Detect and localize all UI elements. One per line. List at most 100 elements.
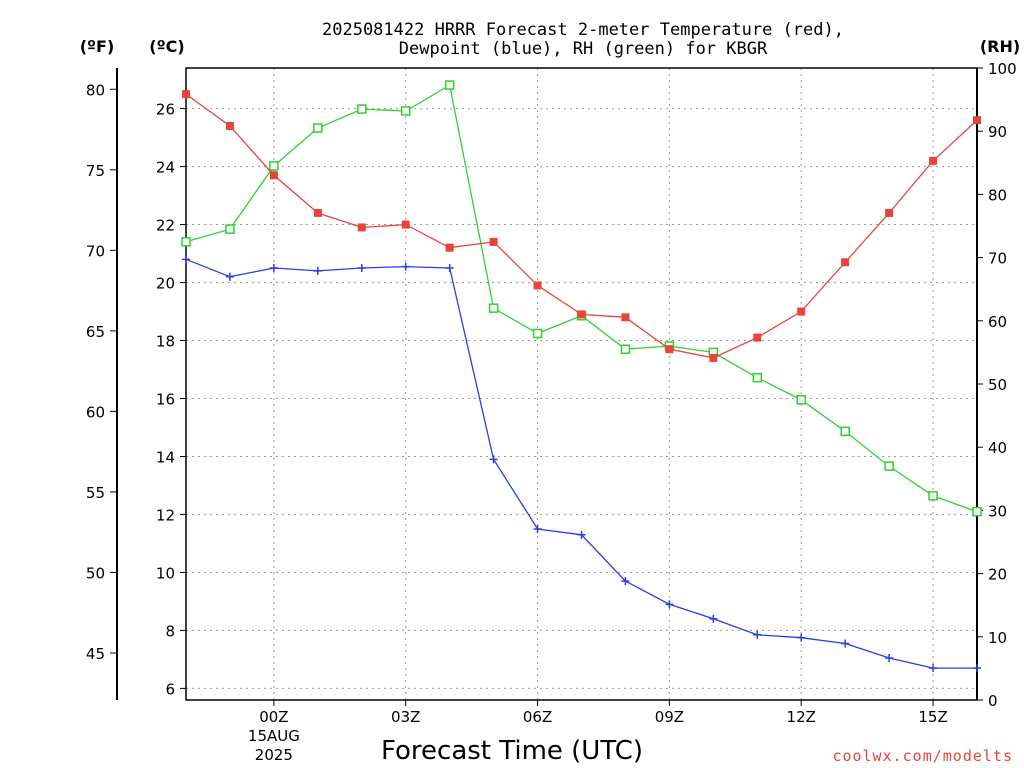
temperature-point [401, 220, 410, 229]
temperature-point [753, 333, 762, 342]
rh-tick-label: 90 [988, 123, 1007, 141]
celsius-tick-label: 26 [156, 101, 175, 119]
source-credit: coolwx.com/modelts [832, 747, 1013, 765]
x-tick-label: 09Z [655, 708, 684, 726]
rh-point [972, 506, 982, 517]
rh-point [884, 461, 894, 471]
rh-point [269, 161, 279, 171]
dewpoint-point [621, 577, 630, 586]
fahrenheit-unit-label: (ºF) [80, 37, 115, 56]
rh-point [488, 303, 499, 313]
x-tick-label: 15Z [918, 708, 947, 726]
rh-point [840, 426, 850, 437]
x-tick-label: 00Z [259, 708, 288, 726]
celsius-tick-label: 12 [156, 506, 175, 524]
dewpoint-point [225, 272, 234, 281]
dewpoint-point [313, 266, 322, 275]
dewpoint-point [709, 614, 718, 623]
dewpoint-point [753, 630, 762, 639]
celsius-axis-ticks: 6 8 10 12 14 16 18 20 22 24 26 [156, 101, 186, 698]
temperature-point [621, 313, 630, 322]
x-tick-label: 03Z [391, 708, 420, 726]
celsius-tick-label: 22 [156, 217, 175, 235]
temperature-point [489, 237, 498, 246]
temperature-point [577, 310, 586, 319]
rh-point [444, 80, 455, 90]
fahrenheit-tick-label: 50 [86, 564, 105, 582]
dewpoint-point [401, 262, 410, 271]
fahrenheit-axis-ticks: 45 50 55 60 65 70 75 80 [86, 81, 117, 663]
rh-tick-label: 100 [988, 60, 1017, 78]
dewpoint-point [489, 455, 498, 464]
rh-tick-label: 40 [988, 439, 1007, 457]
rh-point [181, 237, 191, 247]
rh-tick-label: 10 [988, 629, 1007, 647]
celsius-tick-label: 10 [156, 564, 175, 582]
dewpoint-point [885, 653, 894, 662]
fahrenheit-tick-label: 60 [86, 403, 105, 421]
rh-tick-label: 0 [988, 692, 998, 710]
rh-point [225, 224, 235, 234]
celsius-tick-label: 18 [156, 333, 175, 351]
temperature-point [357, 223, 366, 232]
temperature-point [182, 90, 190, 99]
dewpoint-line [185, 258, 977, 669]
celsius-tick-label: 14 [156, 448, 175, 466]
temperature-point [445, 243, 454, 252]
dewpoint-point [577, 530, 586, 539]
celsius-tick-label: 6 [165, 680, 175, 698]
rh-point [620, 344, 631, 354]
x-tick-year-label: 2025 [255, 746, 293, 764]
dewpoint-point [665, 600, 674, 609]
temperature-point [313, 208, 322, 217]
temperature-point [665, 345, 674, 354]
celsius-tick-label: 24 [156, 159, 175, 177]
dewpoint-point [797, 633, 806, 642]
fahrenheit-tick-label: 75 [86, 162, 105, 180]
rh-point [752, 372, 763, 383]
fahrenheit-tick-label: 65 [86, 323, 105, 341]
x-axis-label: Forecast Time (UTC) [381, 736, 643, 766]
x-tick-date-label: 15AUG [248, 727, 300, 745]
rh-point [357, 104, 367, 114]
grid-lines [186, 68, 977, 700]
temperature-point [973, 116, 981, 125]
dewpoint-series [182, 255, 981, 673]
dewpoint-point [841, 639, 850, 648]
celsius-tick-label: 8 [165, 622, 175, 640]
rh-axis-ticks: 0 10 20 30 40 50 60 70 80 90 100 [977, 60, 1017, 710]
rh-point [532, 328, 543, 339]
celsius-tick-label: 16 [156, 390, 175, 408]
rh-tick-label: 60 [988, 313, 1007, 331]
rh-line [185, 84, 978, 513]
rh-tick-label: 20 [988, 566, 1007, 584]
x-tick-label: 06Z [523, 708, 552, 726]
temperature-point [797, 307, 806, 316]
fahrenheit-tick-label: 55 [86, 484, 105, 502]
dewpoint-point [929, 664, 938, 673]
rh-unit-label: (RH) [980, 37, 1020, 56]
x-tick-label: 12Z [787, 708, 816, 726]
dewpoint-point [533, 524, 542, 533]
rh-tick-label: 70 [988, 250, 1007, 268]
rh-point [796, 395, 806, 405]
dewpoint-point [182, 255, 190, 264]
temperature-point [225, 121, 234, 130]
celsius-tick-label: 20 [156, 275, 175, 293]
rh-point [313, 123, 323, 133]
temperature-series [182, 90, 981, 362]
rh-tick-label: 80 [988, 186, 1007, 204]
rh-tick-label: 50 [988, 376, 1007, 394]
fahrenheit-tick-label: 45 [86, 645, 105, 663]
dewpoint-point [445, 264, 454, 273]
temperature-point [269, 171, 278, 180]
rh-point [928, 491, 938, 501]
rh-series [181, 80, 982, 517]
rh-tick-label: 30 [988, 502, 1007, 520]
temperature-point [709, 353, 718, 362]
plot-frame [185, 67, 978, 701]
chart-title-line-1: 2025081422 HRRR Forecast 2-meter Tempera… [322, 20, 844, 40]
temperature-point [533, 281, 542, 290]
